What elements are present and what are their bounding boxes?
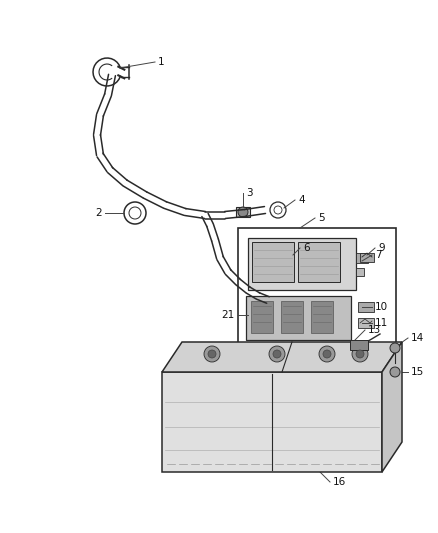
Bar [358,318,374,328]
Bar [252,242,294,282]
Text: 4: 4 [298,195,304,205]
Bar [251,301,273,333]
Polygon shape [162,342,402,372]
Text: 13: 13 [368,325,381,335]
Text: 11: 11 [375,318,388,328]
Circle shape [352,346,368,362]
Bar [248,238,356,290]
Bar [236,207,250,217]
Circle shape [323,350,331,358]
Text: 5: 5 [318,213,325,223]
Bar [298,242,340,282]
Text: 2: 2 [95,208,102,218]
Circle shape [319,346,335,362]
Bar [358,302,374,312]
Bar [311,301,333,333]
Circle shape [273,350,281,358]
Polygon shape [382,342,402,472]
Bar [281,301,303,333]
Bar [238,228,396,346]
Bar [162,372,382,472]
Circle shape [356,350,364,358]
Bar [350,340,368,350]
Circle shape [238,207,248,217]
Bar [246,296,351,340]
Text: 21: 21 [222,310,235,320]
Text: 7: 7 [375,250,381,260]
Circle shape [269,346,285,362]
Circle shape [208,350,216,358]
Bar [356,253,368,263]
Text: 14: 14 [411,333,424,343]
Text: 16: 16 [333,477,346,487]
Text: 1: 1 [158,57,165,67]
Text: 6: 6 [303,243,310,253]
Circle shape [204,346,220,362]
Text: 3: 3 [246,188,253,198]
Circle shape [390,343,400,353]
Text: 9: 9 [378,243,385,253]
Bar [360,253,374,262]
Text: 10: 10 [375,302,388,312]
Bar [356,268,364,276]
Text: 15: 15 [411,367,424,377]
Circle shape [390,367,400,377]
